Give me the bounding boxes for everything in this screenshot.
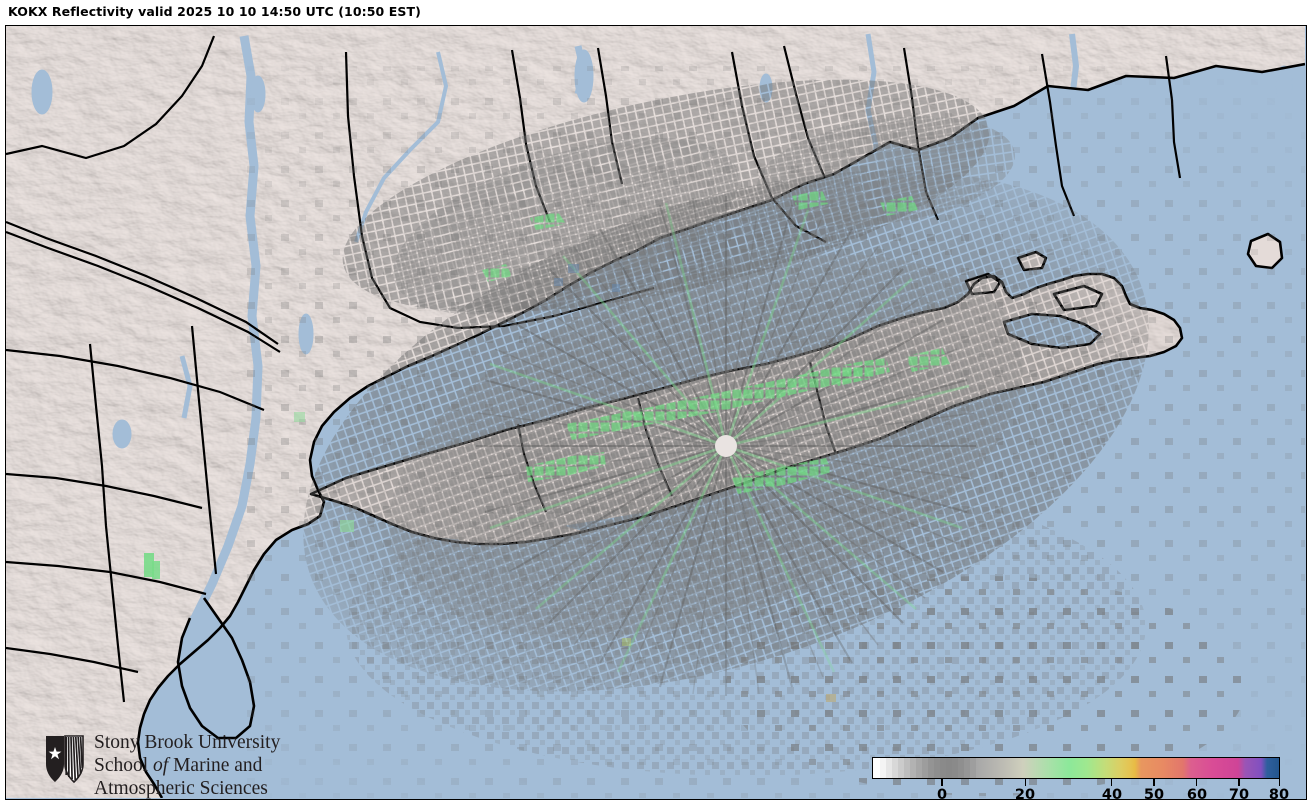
colorbar-label-0: 0 <box>936 787 948 800</box>
colorbar-label-50: 50 <box>1143 787 1165 800</box>
basemap-layer <box>6 26 1305 798</box>
colorbar-ticks <box>872 779 1280 787</box>
logo-wordmark: Stony Brook University School of Marine … <box>94 731 281 799</box>
colorbar-label-20: 20 <box>1014 787 1036 800</box>
radar-blue-hints <box>554 264 836 702</box>
colorbar-label-70: 70 <box>1228 787 1250 800</box>
radar-map-frame[interactable]: 0 20 40 50 60 70 80 <box>5 25 1307 800</box>
colorbar-tick-labels: 0 20 40 50 60 70 80 <box>872 787 1289 800</box>
logo-line-2-of: of <box>153 755 169 776</box>
colorbar-label-40: 40 <box>1101 787 1123 800</box>
colorbar-gradient <box>872 757 1280 779</box>
logo-line-2-a: School <box>94 755 154 776</box>
radar-reflectivity-layer <box>144 66 1305 798</box>
radar-offshore-echo <box>346 476 1246 796</box>
logo-line-3: Atmospheric Sciences <box>94 778 268 799</box>
title-bar: KOKX Reflectivity valid 2025 10 10 14:50… <box>0 0 1316 25</box>
radar-map-canvas[interactable] <box>6 26 1305 798</box>
reflectivity-colorbar: 0 20 40 50 60 70 80 <box>872 757 1289 800</box>
shield-icon <box>46 735 84 784</box>
colorbar-label-80: 80 <box>1268 787 1290 800</box>
page-title: KOKX Reflectivity valid 2025 10 10 14:50… <box>8 4 421 19</box>
colorbar-label-60: 60 <box>1186 787 1208 800</box>
logo-line-2-b: Marine and <box>168 755 263 776</box>
logo-line-2: School of Marine and <box>94 754 280 777</box>
radar-radial-spokes <box>476 196 976 696</box>
radar-site-marker <box>715 435 737 457</box>
isolated-echo-nj <box>144 553 154 577</box>
stony-brook-university-logo: Stony Brook University School of Marine … <box>44 731 304 799</box>
radar-green-cores <box>144 190 950 579</box>
logo-line-1: Stony Brook University <box>94 732 281 753</box>
